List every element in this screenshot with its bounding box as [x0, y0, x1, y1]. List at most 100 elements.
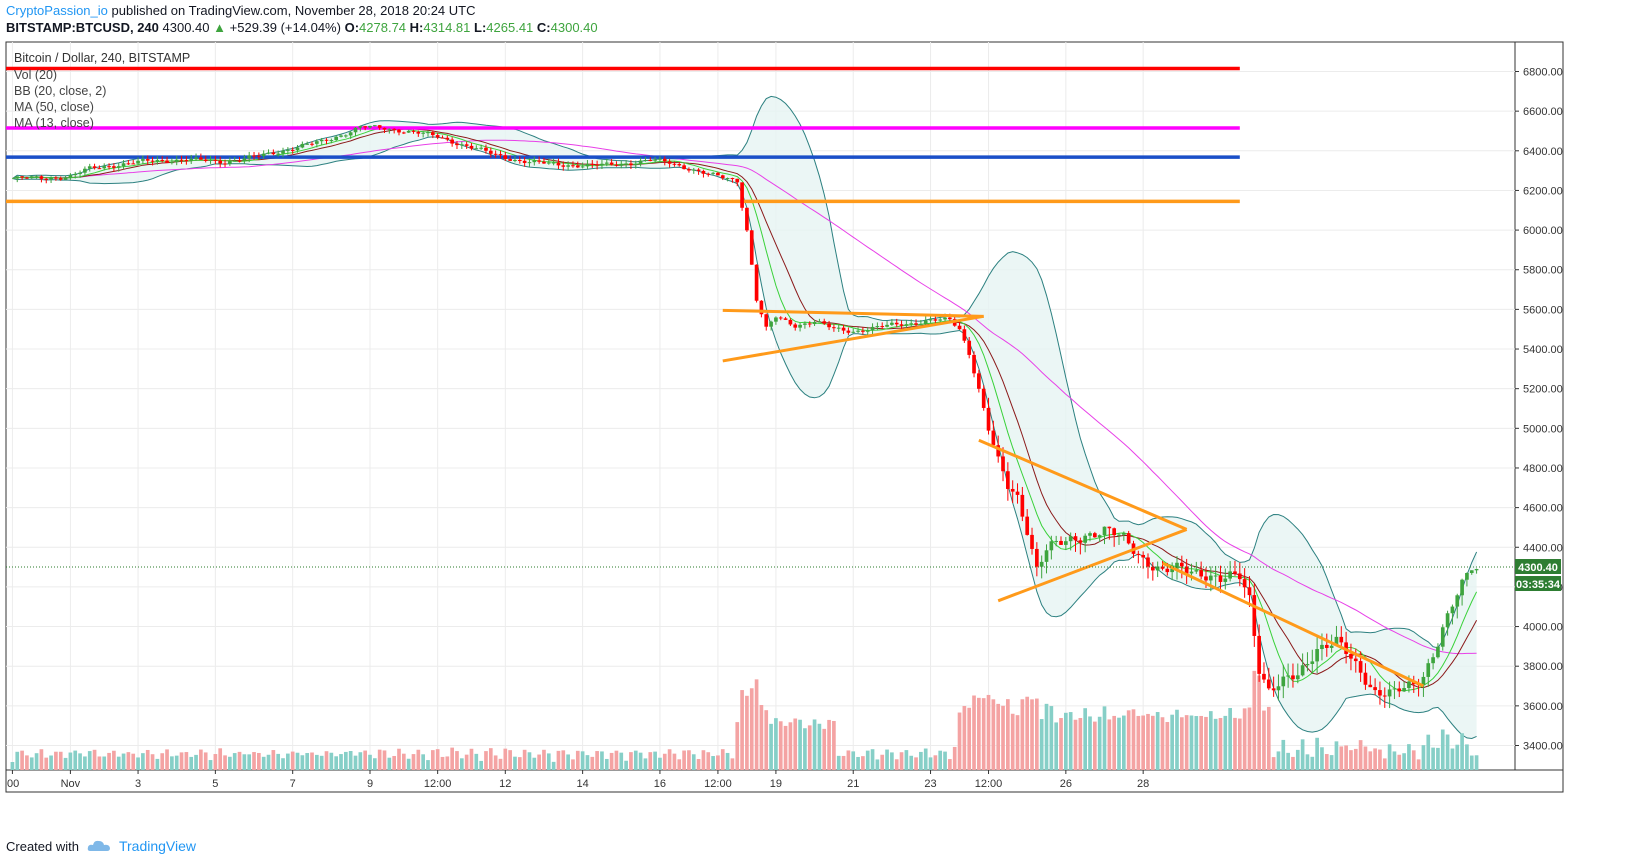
candle-body	[1088, 533, 1092, 536]
volume-bar	[1179, 717, 1184, 770]
volume-bar	[1199, 715, 1203, 770]
candle-body	[1262, 673, 1266, 680]
volume-bar	[653, 751, 657, 770]
candle-body	[310, 143, 314, 145]
volume-bar	[493, 755, 498, 770]
volume-bar	[1170, 714, 1174, 770]
volume-bar	[1271, 757, 1276, 770]
candle-body	[551, 162, 556, 164]
volume-bar	[1291, 756, 1295, 770]
volume-bar	[1112, 715, 1117, 770]
candle-body	[377, 125, 382, 128]
volume-bar	[107, 752, 111, 770]
candle-body	[1102, 526, 1107, 536]
volume-bar	[1334, 741, 1339, 770]
candle-body	[1044, 550, 1049, 562]
candle-body	[421, 132, 425, 134]
candle-body	[991, 430, 996, 446]
candle-body	[769, 321, 773, 327]
legend-ma13[interactable]: MA (13, close)	[14, 116, 94, 130]
triangle1-lower[interactable]	[722, 314, 984, 363]
volume-bar	[1054, 722, 1059, 770]
volume-bar	[1223, 715, 1228, 770]
volume-bar	[126, 752, 131, 770]
volume-bar	[571, 759, 575, 770]
tradingview-link[interactable]: TradingView	[118, 838, 197, 854]
volume-bar	[875, 759, 880, 770]
author-link[interactable]: CryptoPassion_io	[6, 3, 108, 18]
candle-body	[1150, 566, 1155, 571]
candle-body	[1117, 534, 1121, 536]
volume-bar	[735, 722, 740, 770]
volume-bar	[919, 751, 923, 770]
low-label: L:	[474, 20, 487, 35]
candle-body	[1233, 571, 1237, 574]
candle-body	[329, 140, 334, 142]
candle-body	[981, 388, 986, 408]
candle-body	[121, 163, 126, 167]
x-tick-label: 19	[770, 778, 782, 790]
candle-body	[1165, 568, 1170, 573]
volume-bar	[155, 758, 160, 770]
triangle2-upper[interactable]	[978, 438, 1188, 531]
legend-volume[interactable]: Vol (20)	[14, 68, 57, 82]
candle-body	[812, 321, 817, 325]
candle-body	[691, 169, 696, 171]
candle-body	[237, 160, 242, 162]
volume-bar	[199, 749, 203, 770]
triangle1-upper[interactable]	[722, 308, 984, 318]
volume-bar	[725, 752, 730, 770]
price-axis[interactable]: 6800.00 6600.00 6400.00 6200.00 6000.00 5800.…	[1515, 67, 1563, 753]
candle-body	[1266, 679, 1271, 689]
candle-body	[1078, 540, 1083, 543]
volume-bar	[503, 748, 508, 770]
candle-body	[1469, 570, 1474, 574]
volume-bar	[1068, 712, 1073, 770]
volume-bar	[1030, 699, 1034, 770]
publish-info: CryptoPassion_io published on TradingVie…	[6, 3, 476, 18]
candle-body	[701, 170, 706, 174]
volume-bar	[266, 754, 271, 770]
volume-bar	[1469, 755, 1474, 770]
candle-body	[827, 323, 831, 328]
volume-bar	[1310, 756, 1315, 770]
volume-bar	[788, 722, 793, 770]
volume-bar	[213, 754, 218, 770]
candle-body	[542, 161, 546, 164]
volume-bar	[1436, 747, 1440, 770]
volume-bar	[1252, 670, 1257, 770]
volume-bar	[174, 755, 179, 770]
candle-body	[1189, 571, 1194, 574]
candle-body	[841, 327, 846, 331]
volume-bar	[1015, 715, 1020, 770]
volume-bar	[242, 754, 247, 770]
downtrend-line[interactable]	[1161, 561, 1425, 688]
candle-body	[774, 317, 778, 322]
volume-bar	[1344, 745, 1348, 770]
legend-ma50[interactable]: MA (50, close)	[14, 100, 94, 114]
legend-bb[interactable]: BB (20, close, 2)	[14, 84, 106, 98]
time-axis[interactable]: 00 Nov 3 5 7 9 12:00 12 14 16 12:00 19 21 23 12:00 26 28	[7, 770, 1149, 790]
volume-bar	[706, 752, 711, 770]
change-up-icon: ▲	[213, 20, 227, 35]
volume-bar	[841, 755, 846, 770]
candle-body	[1291, 675, 1295, 680]
volume-bar	[1194, 716, 1199, 770]
volume-bar	[329, 752, 334, 770]
trend-lines[interactable]	[722, 308, 1425, 688]
candle-body	[1204, 576, 1208, 581]
horizontal-levels[interactable]	[6, 66, 1240, 204]
bollinger-bands	[12, 95, 1478, 740]
candle-body	[266, 152, 271, 154]
candle-body	[1368, 684, 1373, 688]
volume-bar	[1450, 748, 1455, 770]
volume-bar	[1117, 717, 1121, 770]
volume-bar	[865, 750, 870, 770]
x-tick-label: 12:00	[424, 778, 452, 790]
triangle2-lower[interactable]	[997, 528, 1188, 603]
candle-body	[1358, 661, 1363, 673]
candle-body	[1445, 613, 1450, 628]
candle-body	[914, 323, 918, 325]
candle-body	[972, 354, 976, 374]
